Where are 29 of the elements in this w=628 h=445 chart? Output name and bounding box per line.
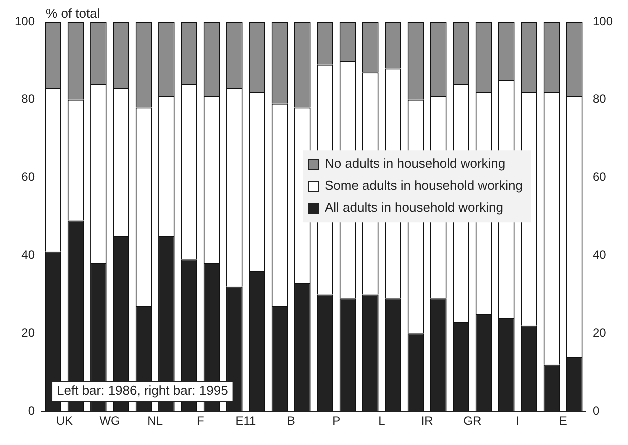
- y-axis-title: % of total: [46, 6, 100, 22]
- x-tick-label: E11: [236, 414, 257, 428]
- y2-tick-label: 100: [592, 14, 614, 28]
- y-tick-label: 20: [22, 326, 36, 340]
- x-tick-label: UK: [56, 414, 74, 428]
- x-tick-label: F: [197, 414, 204, 428]
- y2-tick-label: 0: [592, 404, 600, 418]
- x-tick-label: L: [378, 414, 386, 428]
- x-tick-label: B: [287, 414, 296, 428]
- y-tick-label: 60: [22, 170, 36, 184]
- x-tick-label: I: [516, 414, 520, 428]
- y2-tick-label: 40: [592, 248, 607, 262]
- y-tick-label: 100: [14, 14, 36, 28]
- x-tick-label: P: [332, 414, 341, 428]
- x-tick-label: GR: [464, 414, 482, 428]
- annotation: Left bar: 1986, right bar: 1995: [57, 383, 228, 398]
- x-tick-label: IR: [421, 414, 434, 428]
- y-tick-label: 80: [22, 92, 36, 106]
- y2-tick-label: 60: [592, 170, 607, 184]
- y-tick-label: 0: [28, 404, 36, 418]
- y2-tick-label: 80: [592, 92, 607, 106]
- x-tick-label: WG: [100, 414, 120, 428]
- x-tick-label: NL: [148, 414, 164, 428]
- y-tick-label: 40: [22, 248, 36, 262]
- x-tick-label: E: [559, 414, 568, 428]
- legend-label: All adults in household working: [324, 200, 504, 216]
- y2-tick-label: 20: [592, 326, 607, 340]
- legend-label: Some adults in household working: [324, 178, 523, 194]
- legend-label: No adults in household working: [324, 156, 506, 172]
